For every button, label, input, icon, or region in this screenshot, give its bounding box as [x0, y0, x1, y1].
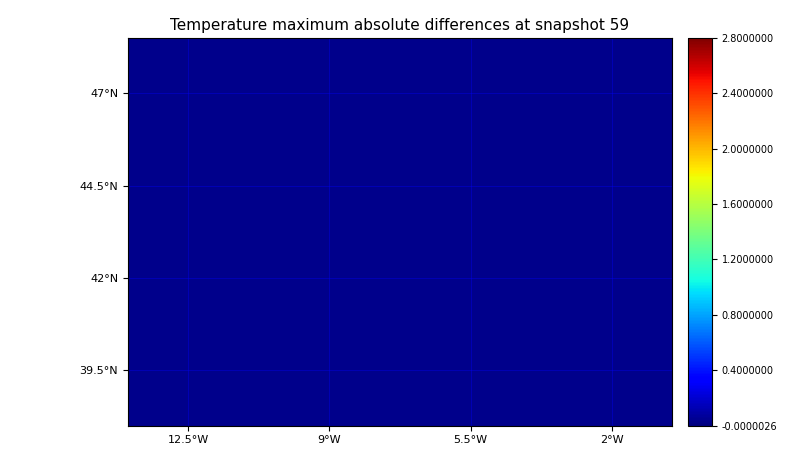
Title: Temperature maximum absolute differences at snapshot 59: Temperature maximum absolute differences…	[170, 18, 630, 33]
